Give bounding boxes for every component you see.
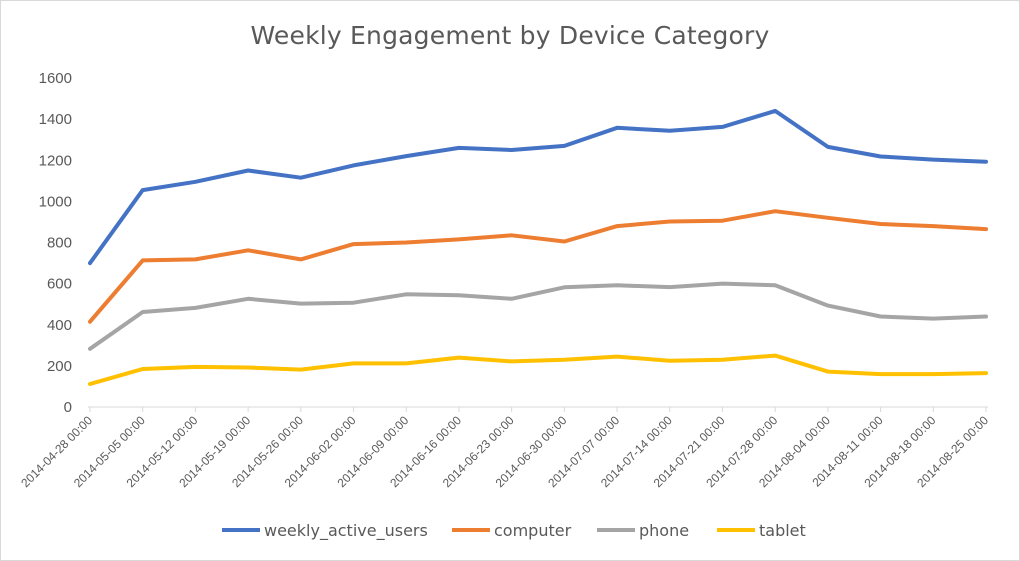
legend: weekly_active_users computer phone tablet: [222, 521, 806, 541]
y-tick-label: 600: [47, 276, 72, 293]
y-tick-label: 1200: [39, 152, 72, 169]
series-lines: [88, 108, 988, 386]
y-axis-labels: 0 200 400 600 800 1000 1200 1400 1600: [39, 70, 72, 416]
y-tick-label: 1400: [39, 111, 72, 128]
legend-label: phone: [639, 521, 689, 540]
legend-label: computer: [494, 521, 572, 540]
series-line-tablet: [88, 353, 988, 386]
series-line-phone: [88, 281, 988, 351]
series-line-weekly-active-users: [88, 108, 988, 266]
y-tick-label: 200: [47, 358, 72, 375]
legend-label: weekly_active_users: [264, 521, 428, 541]
y-tick-label: 400: [47, 317, 72, 334]
y-tick-label: 0: [64, 399, 72, 416]
chart-title: Weekly Engagement by Device Category: [250, 21, 770, 50]
legend-label: tablet: [759, 521, 806, 540]
series-line-computer: [88, 209, 988, 324]
y-tick-label: 1600: [39, 70, 72, 87]
y-tick-label: 1000: [39, 193, 72, 210]
y-tick-label: 800: [47, 235, 72, 252]
